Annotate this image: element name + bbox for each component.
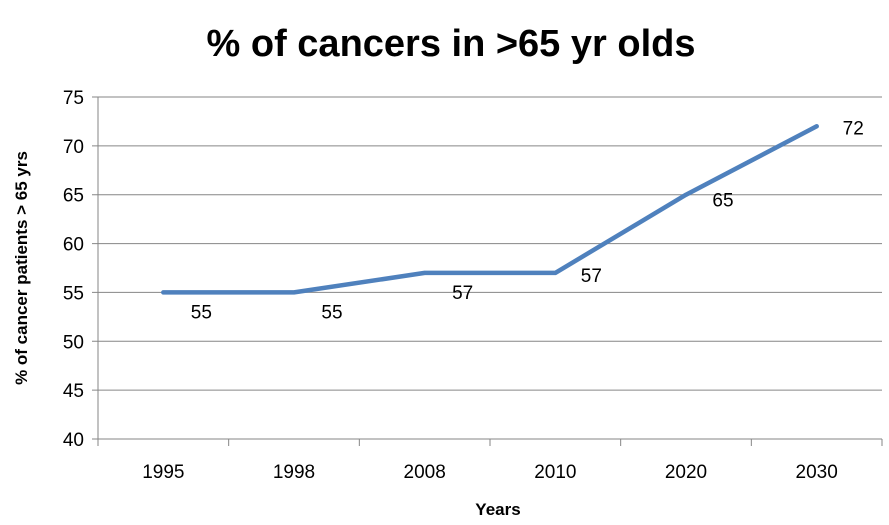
data-label: 72 [843, 118, 864, 139]
y-axis-title: % of cancer patients > 65 yrs [12, 151, 31, 385]
gridlines [92, 96, 882, 440]
data-label: 55 [191, 302, 212, 323]
x-tick-label: 1995 [142, 462, 184, 483]
y-tick-label: 65 [63, 186, 84, 207]
x-tick-label: 2030 [796, 462, 838, 483]
x-tick-label: 2020 [665, 462, 707, 483]
series-group [161, 124, 819, 295]
y-tick-label: 50 [63, 332, 84, 353]
y-tick-label: 45 [63, 381, 84, 402]
data-label: 57 [581, 266, 602, 287]
y-tick-labels: 40 45 50 55 60 65 70 75 [63, 88, 84, 451]
x-axis-title: Years [475, 500, 520, 519]
data-label: 55 [321, 302, 342, 323]
data-labels: 55 55 57 57 65 72 [191, 118, 864, 323]
series-line [161, 124, 819, 295]
x-tick-label: 2008 [404, 462, 446, 483]
y-tick-label: 75 [63, 88, 84, 109]
axes [97, 97, 883, 446]
x-tick-label: 1998 [273, 462, 315, 483]
data-label: 65 [712, 191, 733, 212]
y-tick-label: 70 [63, 137, 84, 158]
chart-title: % of cancers in >65 yr olds [207, 23, 696, 65]
x-tick-label: 2010 [534, 462, 576, 483]
y-tick-label: 60 [63, 235, 84, 256]
y-tick-label: 40 [63, 430, 84, 451]
y-tick-label: 55 [63, 283, 84, 304]
data-label: 57 [452, 283, 473, 304]
x-tick-labels: 1995 1998 2008 2010 2020 2030 [142, 462, 838, 483]
